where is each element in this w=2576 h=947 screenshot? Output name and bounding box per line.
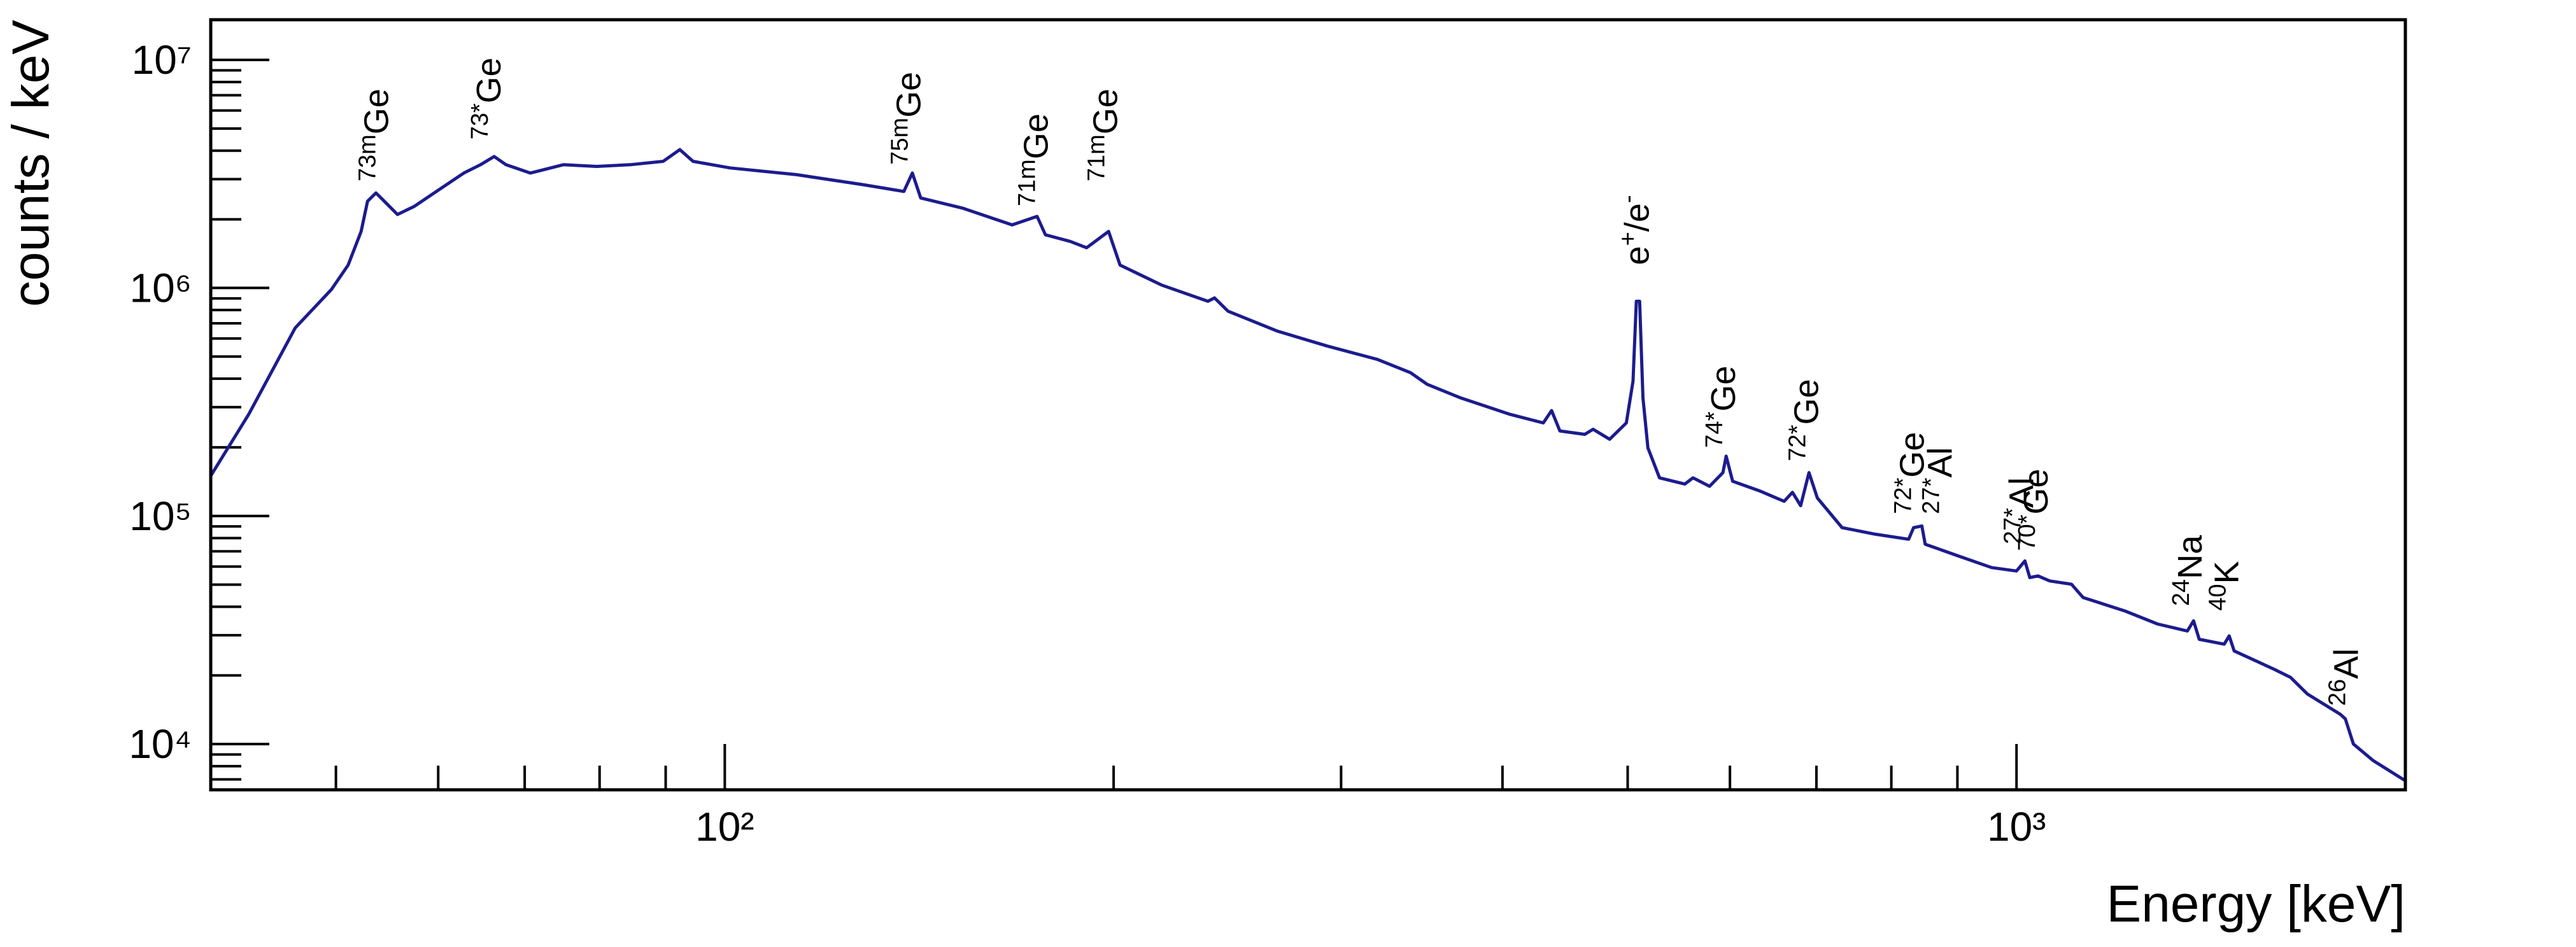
peak-label-part: 40 xyxy=(2204,584,2231,610)
peak-label-part: + xyxy=(1615,232,1642,246)
peak-label-part: Ge xyxy=(471,57,509,103)
peak-label-part: 71m xyxy=(1014,159,1040,206)
peak-label-part: 75m xyxy=(887,118,914,165)
peak-label-part: 27* xyxy=(1918,477,1945,514)
plot-frame xyxy=(209,18,2407,792)
peak-label-part: Ge xyxy=(1788,379,1826,424)
peak-label: 73mGe xyxy=(354,88,395,181)
peak-label-part: 24 xyxy=(2168,579,2195,606)
peak-label: 74*Ge xyxy=(1701,366,1743,448)
peak-label: 70*Ge xyxy=(2014,468,2055,551)
peak-label: 24Na xyxy=(2168,535,2209,606)
peak-label-part: Al xyxy=(2003,477,2041,508)
x-tick-label: 10³ xyxy=(1987,804,2046,850)
peak-label-part: 26 xyxy=(2325,679,2351,706)
peak-label-part: Ge xyxy=(358,88,396,134)
peak-label-part: Ge xyxy=(2017,468,2055,514)
peak-label: e+/e- xyxy=(1615,195,1657,265)
peak-label-part: 71m xyxy=(1083,134,1110,181)
peak-label: 72*Ge xyxy=(1890,432,1931,514)
peak-label-part: 72* xyxy=(1890,477,1916,514)
y-axis-title: counts / keV xyxy=(2,20,60,307)
peak-label-part: K xyxy=(2208,561,2246,584)
peak-label-part: /e xyxy=(1618,203,1657,232)
peak-label: 71mGe xyxy=(1083,88,1124,181)
spectrum-line xyxy=(209,148,2407,782)
peak-label: 73*Ge xyxy=(467,57,508,139)
peak-label-part: Ge xyxy=(890,72,928,118)
peak-label-part: - xyxy=(1615,195,1642,204)
peak-label: 75mGe xyxy=(887,72,928,165)
y-tick-label: 10⁶ xyxy=(129,265,192,311)
peak-label-part: 27* xyxy=(2000,508,2027,544)
peak-label: 27*Al xyxy=(1918,447,1960,514)
peak-label-part: Ge xyxy=(1017,113,1056,159)
peak-label-part: 73* xyxy=(467,103,493,139)
x-tick-label: 10² xyxy=(695,804,754,850)
peak-label-part: 72* xyxy=(1785,424,1811,461)
x-axis-title: Energy [keV] xyxy=(2107,875,2405,933)
peak-label-part: Ge xyxy=(1893,432,1932,478)
peak-label: 40K xyxy=(2204,561,2246,610)
peak-label-part: 74* xyxy=(1701,411,1728,447)
peak-label-part: Ge xyxy=(1087,88,1125,134)
y-tick-label: 10⁵ xyxy=(129,493,192,539)
peak-label-part: 70* xyxy=(2014,514,2041,551)
y-tick-label: 10⁷ xyxy=(132,37,192,83)
peak-label-part: 73m xyxy=(354,134,381,181)
peak-label-part: Al xyxy=(1921,447,1960,478)
peak-label: 27*Al xyxy=(2000,477,2041,544)
peak-label-part: e xyxy=(1618,246,1657,265)
peak-label-part: Na xyxy=(2171,535,2209,579)
y-tick-label: 10⁴ xyxy=(129,721,192,767)
peak-label-part: Ge xyxy=(1705,366,1743,412)
peak-label: 26Al xyxy=(2325,649,2366,706)
peak-label: 71mGe xyxy=(1014,113,1055,206)
peak-label: 72*Ge xyxy=(1785,379,1826,461)
peak-label-part: Al xyxy=(2328,649,2366,679)
